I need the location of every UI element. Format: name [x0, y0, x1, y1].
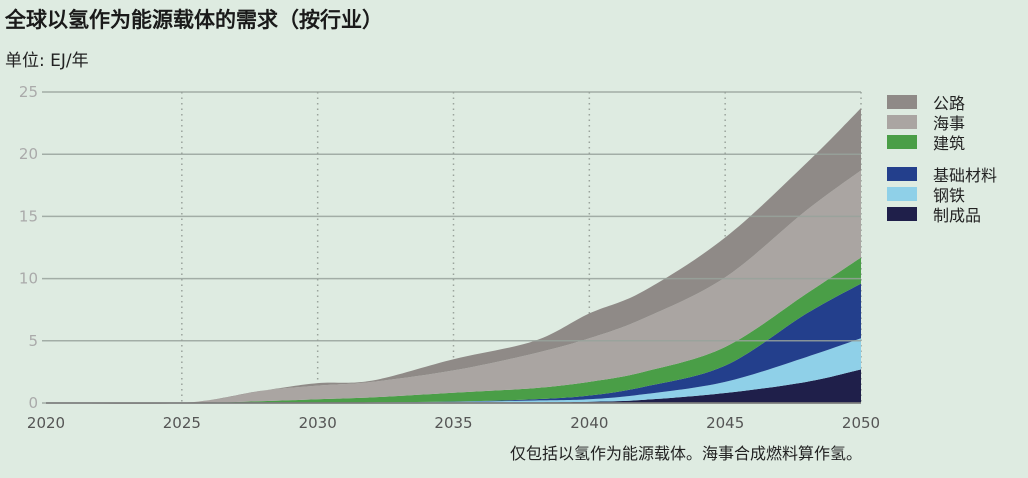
legend-item-road: 公路	[887, 92, 997, 113]
area-制成品	[46, 369, 861, 404]
legend-item-buildings: 建筑	[887, 132, 997, 153]
x-tick-label: 2050	[842, 414, 880, 432]
legend-label: 制成品	[933, 206, 982, 225]
legend-swatch	[887, 207, 917, 221]
y-axis-unit: 单位: EJ/年	[5, 51, 89, 71]
legend-swatch	[887, 115, 917, 129]
y-tick-label: 10	[19, 270, 38, 288]
legend-swatch	[887, 135, 917, 149]
legend-item-basic-materials: 基础材料	[887, 164, 998, 185]
legend-swatch	[887, 167, 917, 181]
x-tick-label: 2045	[706, 414, 744, 432]
legend-label: 公路	[933, 94, 966, 113]
legend: 公路 海事 建筑 基础材料 钢铁 制成品	[887, 92, 998, 225]
x-tick-label: 2040	[570, 414, 608, 432]
y-tick-label: 15	[19, 207, 38, 225]
legend-item-steel: 钢铁	[887, 184, 997, 205]
x-tick-label: 2020	[27, 414, 65, 432]
legend-item-manufactured: 制成品	[887, 204, 997, 225]
area-海事	[46, 170, 861, 404]
y-tick-label: 25	[19, 83, 38, 101]
legend-swatch	[887, 95, 917, 109]
legend-swatch	[887, 187, 917, 201]
legend-label: 基础材料	[933, 166, 998, 185]
y-tick-label: 0	[28, 394, 38, 412]
footnote: 仅包括以氢作为能源载体。海事合成燃料算作氢。	[509, 444, 862, 463]
legend-label: 钢铁	[933, 186, 966, 205]
legend-label: 海事	[933, 114, 966, 133]
legend-label: 建筑	[933, 134, 966, 153]
y-tick-label: 5	[28, 332, 38, 350]
y-tick-label: 20	[19, 145, 38, 163]
x-tick-label: 2025	[163, 414, 201, 432]
x-tick-label: 2035	[434, 414, 472, 432]
legend-item-maritime: 海事	[887, 112, 997, 133]
x-tick-label: 2030	[299, 414, 337, 432]
chart-title: 全球以氢作为能源载体的需求（按行业）	[5, 8, 383, 32]
